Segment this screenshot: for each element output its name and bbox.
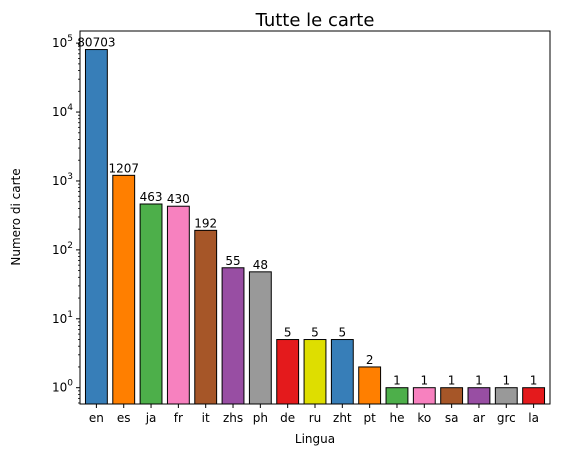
x-tick-label-en: en <box>89 411 104 425</box>
bar-fr <box>166 205 190 405</box>
x-tick-label-it: it <box>202 411 210 425</box>
data-label-ru: 5 <box>311 326 319 340</box>
data-label-de: 5 <box>284 326 292 340</box>
data-label-pt: 2 <box>366 353 374 367</box>
plot-frame <box>79 30 551 405</box>
data-label-es: 1207 <box>108 161 139 175</box>
x-tick-label-ar: ar <box>473 411 485 425</box>
x-tick-label-de: de <box>280 411 295 425</box>
x-tick-label-pt: pt <box>363 411 376 425</box>
y-axis: 100 101 102 103 104 105 <box>52 34 80 404</box>
data-label-ph: 48 <box>253 258 268 272</box>
data-label-fr: 430 <box>167 192 190 206</box>
bars-group <box>84 49 546 405</box>
bar-de <box>276 339 300 405</box>
x-tick-label-fr: fr <box>174 411 183 425</box>
x-tick-label-ph: ph <box>253 411 268 425</box>
y-tick-label: 105 <box>52 34 73 50</box>
data-label-zhs: 55 <box>225 254 240 268</box>
x-tick-label-zhs: zhs <box>223 411 243 425</box>
data-label-ja: 463 <box>140 190 163 204</box>
data-label-la: 1 <box>530 374 538 388</box>
x-tick-label-ko: ko <box>417 411 431 425</box>
data-label-he: 1 <box>393 374 401 388</box>
bar-ph <box>248 271 272 405</box>
bar-grc <box>494 387 518 405</box>
y-tick-label: 102 <box>52 241 73 257</box>
bar-en <box>84 49 108 405</box>
data-label-grc: 1 <box>502 374 510 388</box>
bar-es <box>112 174 136 405</box>
bar-ar <box>467 387 491 405</box>
x-axis-label: Lingua <box>295 432 335 446</box>
data-label-sa: 1 <box>448 374 456 388</box>
bar-it <box>194 229 218 405</box>
y-tick-label: 103 <box>52 172 73 188</box>
x-tick-label-grc: grc <box>497 411 516 425</box>
bar-he <box>385 387 409 405</box>
data-label-ko: 1 <box>420 374 428 388</box>
x-tick-label-la: la <box>528 411 539 425</box>
data-label-zht: 5 <box>339 326 347 340</box>
x-tick-label-zht: zht <box>333 411 352 425</box>
bar-sa <box>440 387 464 405</box>
data-label-ar: 1 <box>475 374 483 388</box>
bar-ru <box>303 339 327 405</box>
x-tick-label-ja: ja <box>145 411 157 425</box>
x-tick-label-he: he <box>389 411 404 425</box>
bar-ko <box>412 387 436 405</box>
x-axis: en es ja fr it zhs ph de ru zht pt he ko sa ar grc la <box>89 404 539 425</box>
x-tick-label-ru: ru <box>309 411 322 425</box>
bar-zhs <box>221 267 245 405</box>
chart-title: Tutte le carte <box>255 10 375 31</box>
x-tick-label-es: es <box>117 411 131 425</box>
y-axis-label: Numero di carte <box>9 168 23 265</box>
bar-pt <box>358 366 382 405</box>
data-label-en: 80703 <box>77 36 115 50</box>
data-label-it: 192 <box>194 216 217 230</box>
x-tick-label-sa: sa <box>445 411 459 425</box>
y-tick-label: 104 <box>52 103 73 119</box>
bar-ja <box>139 203 163 405</box>
y-tick-label: 101 <box>52 310 73 326</box>
bar-la <box>522 387 546 405</box>
y-tick-label: 100 <box>52 379 73 395</box>
bar-zht <box>330 339 354 405</box>
